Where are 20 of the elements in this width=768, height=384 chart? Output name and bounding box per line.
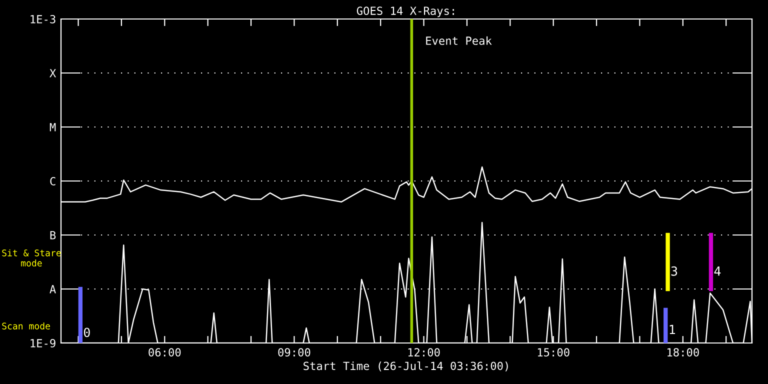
- ref-line-label: Event Peak: [426, 36, 492, 45]
- y-tick-label: 1E-3: [30, 15, 56, 24]
- y-tick-label: M: [50, 123, 56, 132]
- x-tick-label: 12:00: [408, 348, 440, 357]
- x-tick-label: 15:00: [538, 348, 570, 357]
- y-tick-label: B: [50, 231, 56, 240]
- text: Scan mode: [2, 322, 50, 330]
- y-tick-label: A: [50, 285, 56, 294]
- x-tick-label: 18:00: [668, 348, 699, 357]
- annotation: 0: [84, 328, 90, 338]
- y-tick-label: X: [50, 69, 56, 78]
- x-tick-label: 09:00: [278, 348, 310, 357]
- chart-title: GOES 14 X-Rays:: [356, 6, 454, 18]
- annotation: 3: [671, 266, 678, 276]
- y-tick-label: C: [50, 177, 56, 186]
- y-tick-label: 1E-9: [30, 339, 56, 348]
- x-axis-title: Start Time (26-Jul-14 03:36:00): [304, 361, 508, 372]
- annotation: 1: [670, 324, 676, 334]
- annotation: 4: [714, 266, 721, 276]
- x-tick-label: 06:00: [148, 348, 181, 357]
